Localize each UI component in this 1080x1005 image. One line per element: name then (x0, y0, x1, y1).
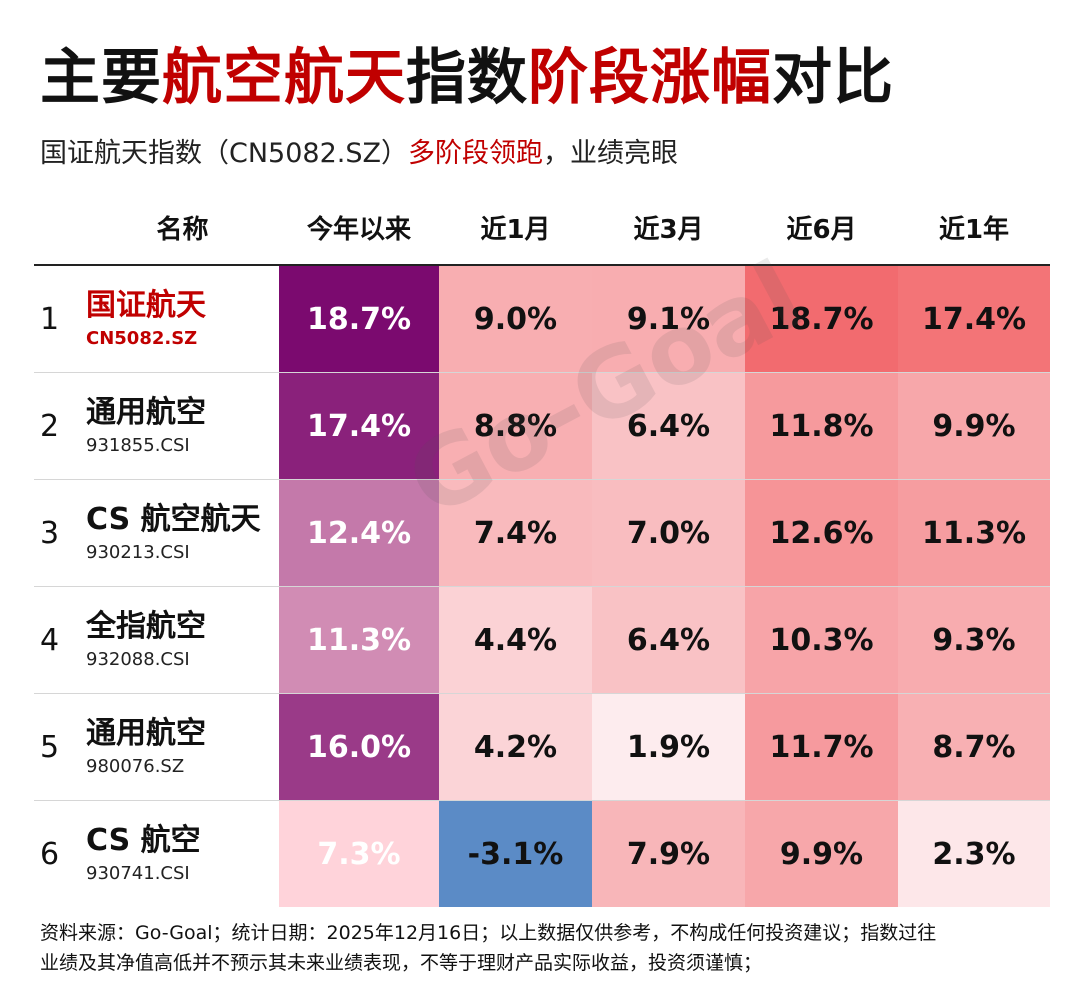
heat-cell: 7.0% (592, 479, 745, 587)
heat-cell: 11.8% (745, 372, 898, 480)
row-rank: 5 (34, 693, 86, 801)
heat-cell: 12.4% (279, 479, 439, 587)
heat-cell: 7.4% (439, 479, 592, 587)
page-subtitle: 国证航天指数（CN5082.SZ）多阶段领跑，业绩亮眼 (40, 132, 1040, 176)
header-1m: 近1月 (439, 190, 592, 266)
header-ytd: 今年以来 (279, 190, 439, 266)
heat-cell: 16.0% (279, 693, 439, 801)
subtitle-tail: ，业绩亮眼 (542, 138, 678, 169)
table-row: 1 国证航天 CN5082.SZ 18.7% 9.0% 9.1% 18.7% 17.4% (34, 265, 1050, 373)
row-rank: 4 (34, 586, 86, 694)
title-part-1: 主要 (40, 43, 162, 113)
table-row: 5 通用航空 980076.SZ 16.0% 4.2% 1.9% 11.7% 8.7% (34, 693, 1050, 801)
index-code: CN5082.SZ (86, 328, 198, 349)
heat-cell: 1.9% (592, 693, 745, 801)
heat-cell: 4.4% (439, 586, 592, 694)
table-header-row: 名称 今年以来 近1月 近3月 近6月 近1年 (34, 190, 1050, 266)
row-name-cell: CS 航空航天 930213.CSI (86, 479, 279, 587)
header-rank (34, 190, 86, 266)
heat-cell: 9.9% (745, 800, 898, 907)
index-name: 通用航空 (86, 716, 206, 751)
heat-cell: 4.2% (439, 693, 592, 801)
header-3m: 近3月 (592, 190, 745, 266)
index-code: 931855.CSI (86, 435, 190, 456)
subtitle-highlight: 多阶段领跑 (407, 138, 543, 169)
heat-cell: 12.6% (745, 479, 898, 587)
index-code: 930741.CSI (86, 863, 190, 884)
index-name: CS 航空 (86, 823, 201, 858)
heat-cell: 17.4% (279, 372, 439, 480)
footer-line-1: 资料来源：Go-Goal；统计日期：2025年12月16日；以上数据仅供参考，不… (40, 922, 937, 944)
index-name: 全指航空 (86, 609, 206, 644)
heat-cell: 9.3% (898, 586, 1050, 694)
table-body: 1 国证航天 CN5082.SZ 18.7% 9.0% 9.1% 18.7% 17.4% 2 通用… (34, 265, 1050, 907)
heat-cell: 7.3% (279, 800, 439, 907)
footer-line-2: 业绩及其净值高低并不预示其未来业绩表现，不等于理财产品实际收益，投资须谨慎； (40, 952, 763, 974)
heat-cell: 11.3% (279, 586, 439, 694)
row-rank: 2 (34, 372, 86, 480)
row-rank: 1 (34, 265, 86, 373)
table-row: 2 通用航空 931855.CSI 17.4% 8.8% 6.4% 11.8% 9.9% (34, 372, 1050, 480)
row-rank: 3 (34, 479, 86, 587)
index-code: 930213.CSI (86, 542, 190, 563)
heatmap-table: 名称 今年以来 近1月 近3月 近6月 近1年 1 国证航天 CN5082.SZ 18… (34, 190, 1050, 907)
table-row: 6 CS 航空 930741.CSI 7.3% -3.1% 7.9% 9.9% 2.3% (34, 800, 1050, 908)
heat-cell: 17.4% (898, 265, 1050, 373)
heat-cell: 18.7% (279, 265, 439, 373)
heat-cell: 8.7% (898, 693, 1050, 801)
row-name-cell: 全指航空 932088.CSI (86, 586, 279, 694)
table-row: 4 全指航空 932088.CSI 11.3% 4.4% 6.4% 10.3% 9.3% (34, 586, 1050, 694)
index-name: 国证航天 (86, 288, 206, 323)
heat-cell: 9.0% (439, 265, 592, 373)
heat-cell: 11.3% (898, 479, 1050, 587)
row-name-cell: CS 航空 930741.CSI (86, 801, 279, 908)
table-row: 3 CS 航空航天 930213.CSI 12.4% 7.4% 7.0% 12.6% 11.3… (34, 479, 1050, 587)
index-name: 通用航空 (86, 395, 206, 430)
heat-cell: 18.7% (745, 265, 898, 373)
heat-cell: 9.9% (898, 372, 1050, 480)
title-part-2: 航空航天 (162, 43, 406, 113)
row-rank: 6 (40, 836, 60, 872)
index-code: 932088.CSI (86, 649, 190, 670)
heat-cell: 7.9% (592, 800, 745, 907)
heat-cell: 10.3% (745, 586, 898, 694)
heat-cell: 6.4% (592, 586, 745, 694)
title-part-3: 指数 (406, 43, 528, 113)
header-6m: 近6月 (745, 190, 898, 266)
heat-cell: 8.8% (439, 372, 592, 480)
row-name-cell: 通用航空 931855.CSI (86, 372, 279, 480)
row-name-cell: 通用航空 980076.SZ (86, 693, 279, 801)
heat-cell: 9.1% (592, 265, 745, 373)
header-1y: 近1年 (898, 190, 1050, 266)
title-part-5: 对比 (772, 43, 894, 113)
page-title: 主要航空航天指数阶段涨幅对比 (40, 34, 1050, 122)
heat-cell: -3.1% (439, 800, 592, 907)
heat-cell: 6.4% (592, 372, 745, 480)
footer-note: 资料来源：Go-Goal；统计日期：2025年12月16日；以上数据仅供参考，不… (40, 918, 1050, 978)
title-part-4: 阶段涨幅 (528, 43, 772, 113)
heat-cell: 11.7% (745, 693, 898, 801)
heat-cell: 2.3% (898, 800, 1050, 907)
index-name: CS 航空航天 (86, 502, 261, 537)
header-name: 名称 (86, 190, 279, 266)
index-code: 980076.SZ (86, 756, 185, 777)
row-name-cell: 国证航天 CN5082.SZ (86, 265, 279, 373)
subtitle-lead: 国证航天指数（CN5082.SZ） (40, 138, 408, 169)
